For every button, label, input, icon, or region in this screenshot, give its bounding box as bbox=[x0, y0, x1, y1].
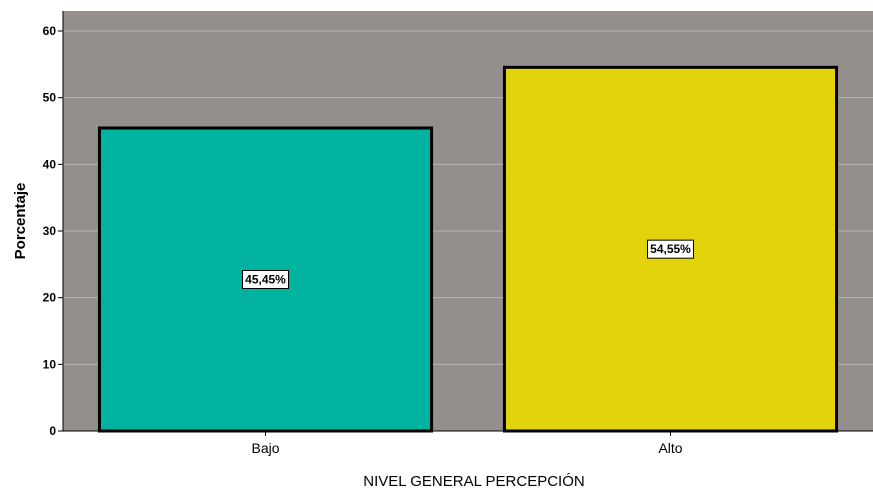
bars: 45,45% 54,55% bbox=[97, 65, 839, 433]
y-tick-label: 60 bbox=[43, 24, 57, 38]
x-tick-label: Bajo bbox=[251, 440, 279, 456]
x-axis-title: NIVEL GENERAL PERCEPCIÓN bbox=[363, 473, 584, 490]
y-tick-label: 10 bbox=[43, 357, 57, 371]
y-tick-label: 30 bbox=[43, 224, 57, 238]
y-axis-ticks: 0 10 20 30 40 50 60 bbox=[43, 24, 63, 438]
x-axis-ticks: Bajo Alto bbox=[251, 431, 683, 456]
data-label: 54,55% bbox=[650, 242, 691, 256]
data-label-box bbox=[242, 270, 289, 289]
y-tick-label: 40 bbox=[43, 157, 57, 171]
x-tick-label: Alto bbox=[658, 440, 682, 456]
data-label-box bbox=[647, 239, 694, 259]
y-tick-label: 20 bbox=[43, 291, 57, 305]
bar-bajo bbox=[97, 126, 434, 433]
y-axis-title: Porcentaje bbox=[12, 183, 29, 260]
y-tick-label: 50 bbox=[43, 91, 57, 105]
y-tick-label: 0 bbox=[49, 424, 56, 438]
data-label: 45,45% bbox=[245, 273, 286, 287]
